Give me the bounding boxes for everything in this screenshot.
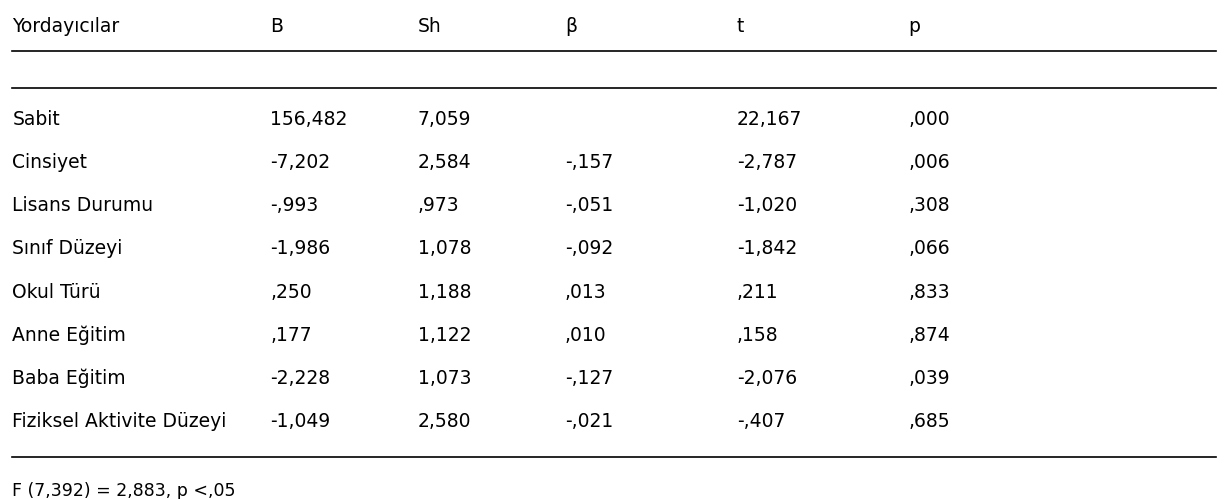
Text: -7,202: -7,202	[270, 153, 330, 172]
Text: 7,059: 7,059	[418, 110, 472, 129]
Text: Yordayıcılar: Yordayıcılar	[12, 17, 119, 36]
Text: ,158: ,158	[737, 326, 779, 345]
Text: 22,167: 22,167	[737, 110, 802, 129]
Text: ,177: ,177	[270, 326, 312, 345]
Text: 1,078: 1,078	[418, 240, 472, 258]
Text: Fiziksel Aktivite Düzeyi: Fiziksel Aktivite Düzeyi	[12, 413, 227, 432]
Text: -1,049: -1,049	[270, 413, 330, 432]
Text: -,157: -,157	[565, 153, 613, 172]
Text: Sabit: Sabit	[12, 110, 60, 129]
Text: -,993: -,993	[270, 196, 318, 215]
Text: 156,482: 156,482	[270, 110, 348, 129]
Text: ,973: ,973	[418, 196, 459, 215]
Text: ,010: ,010	[565, 326, 607, 345]
Text: -,051: -,051	[565, 196, 613, 215]
Text: β: β	[565, 17, 577, 36]
Text: -,407: -,407	[737, 413, 785, 432]
Text: -2,228: -2,228	[270, 369, 330, 388]
Text: 1,122: 1,122	[418, 326, 472, 345]
Text: -1,842: -1,842	[737, 240, 797, 258]
Text: 1,188: 1,188	[418, 282, 472, 302]
Text: ,211: ,211	[737, 282, 779, 302]
Text: ,250: ,250	[270, 282, 312, 302]
Text: -,092: -,092	[565, 240, 613, 258]
Text: ,308: ,308	[909, 196, 950, 215]
Text: t: t	[737, 17, 744, 36]
Text: -1,020: -1,020	[737, 196, 797, 215]
Text: ,874: ,874	[909, 326, 950, 345]
Text: Sh: Sh	[418, 17, 441, 36]
Text: Anne Eğitim: Anne Eğitim	[12, 326, 126, 345]
Text: 2,584: 2,584	[418, 153, 472, 172]
Text: ,833: ,833	[909, 282, 950, 302]
Text: ,066: ,066	[909, 240, 950, 258]
Text: ,006: ,006	[909, 153, 950, 172]
Text: ,039: ,039	[909, 369, 950, 388]
Text: Okul Türü: Okul Türü	[12, 282, 101, 302]
Text: Lisans Durumu: Lisans Durumu	[12, 196, 154, 215]
Text: Baba Eğitim: Baba Eğitim	[12, 369, 126, 388]
Text: -2,787: -2,787	[737, 153, 797, 172]
Text: 2,580: 2,580	[418, 413, 472, 432]
Text: ,000: ,000	[909, 110, 950, 129]
Text: p: p	[909, 17, 921, 36]
Text: -,021: -,021	[565, 413, 613, 432]
Text: B: B	[270, 17, 284, 36]
Text: Sınıf Düzeyi: Sınıf Düzeyi	[12, 240, 123, 258]
Text: Cinsiyet: Cinsiyet	[12, 153, 87, 172]
Text: -,127: -,127	[565, 369, 613, 388]
Text: ,013: ,013	[565, 282, 607, 302]
Text: 1,073: 1,073	[418, 369, 472, 388]
Text: F (7,392) = 2,883, p <,05: F (7,392) = 2,883, p <,05	[12, 482, 236, 499]
Text: -1,986: -1,986	[270, 240, 330, 258]
Text: ,685: ,685	[909, 413, 950, 432]
Text: -2,076: -2,076	[737, 369, 797, 388]
